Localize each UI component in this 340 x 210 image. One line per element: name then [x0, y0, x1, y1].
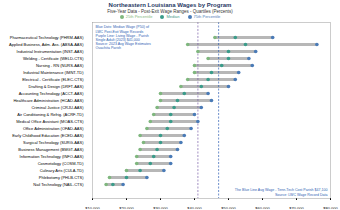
svg-text:Business Management (BMGT-AAS): Business Management (BMGT-AAS) [18, 147, 84, 152]
svg-text:The Blue Line Avg Wage - Tenn-: The Blue Line Avg Wage - Tenn-Tech Cost … [235, 188, 328, 196]
svg-text:Industrial Maintenance (IMNT-T: Industrial Maintenance (IMNT-TD) [23, 70, 84, 75]
svg-text:Pharmaceutical Technology (PHR: Pharmaceutical Technology (PHRM-AAS) [10, 35, 84, 40]
svg-text:Phlebotomy (PHLB-CTS): Phlebotomy (PHLB-CTS) [39, 175, 84, 180]
svg-text:Nail Technology (NAIL-CTS): Nail Technology (NAIL-CTS) [33, 182, 84, 187]
svg-text:Criminal Justice (CRJU-AAS): Criminal Justice (CRJU-AAS) [31, 105, 84, 110]
svg-text:Blue Dots: Median Wage (P50) o: Blue Dots: Median Wage (P50) ofLWC Post-… [96, 25, 152, 50]
svg-text:Accounting Technology (ACCT-AA: Accounting Technology (ACCT-AAS) [19, 91, 85, 96]
svg-text:Nursing - RN (NURS-AAS): Nursing - RN (NURS-AAS) [36, 63, 84, 68]
svg-text:Applied Business, Adm. Ass. (A: Applied Business, Adm. Ass. (ABSA-AAS) [9, 42, 84, 47]
html-text:Median: Median [166, 14, 180, 19]
svg-text:$70,000: $70,000 [289, 206, 304, 209]
svg-text:Office Administration (OFAD-AA: Office Administration (OFAD-AAS) [23, 126, 84, 131]
svg-text:Medical Office Assistant (MOAS: Medical Office Assistant (MOAS-CTS) [16, 119, 84, 124]
svg-text:Industrial Instrumentation (IN: Industrial Instrumentation (INST-AAS) [17, 49, 85, 54]
svg-text:Early Childhood Education (ECE: Early Childhood Education (ECED-AAS) [12, 133, 84, 138]
svg-text:$60,000: $60,000 [255, 206, 270, 209]
html-text:25th Percentile: 25th Percentile [125, 14, 153, 19]
svg-text:Drafting & Design (DRFT-AAS): Drafting & Design (DRFT-AAS) [29, 84, 85, 89]
svg-text:Information Technology (INFO-A: Information Technology (INFO-AAS) [20, 154, 85, 159]
svg-text:Electrical - Certificate (ELEC: Electrical - Certificate (ELEC-CTS) [22, 77, 84, 82]
svg-text:Welding - Certificate (WELD-CT: Welding - Certificate (WELD-CTS) [23, 56, 84, 61]
svg-text:$50,000: $50,000 [221, 206, 236, 209]
svg-text:Cosmetology (COSM-TD): Cosmetology (COSM-TD) [38, 161, 84, 166]
svg-text:Air Conditioning & Refrig. (AC: Air Conditioning & Refrig. (ACRF-TD) [17, 112, 84, 117]
html-text:75th Percentile: 75th Percentile [193, 14, 221, 19]
html-text:Five-Year Data - Post-Exit Wag: Five-Year Data - Post-Exit Wage Ranges -… [107, 9, 233, 14]
svg-text:$40,000: $40,000 [187, 206, 202, 209]
html-text:Northeastern Louisiana Wages b: Northeastern Louisiana Wages by Program [108, 2, 232, 8]
svg-text:$20,000: $20,000 [119, 206, 134, 209]
svg-text:$80,000: $80,000 [323, 206, 338, 209]
svg-text:Surgical Technology (SURG-AAS): Surgical Technology (SURG-AAS) [23, 140, 84, 145]
svg-text:$30,000: $30,000 [153, 206, 168, 209]
svg-text:Culinary Arts (CULA-TD): Culinary Arts (CULA-TD) [40, 168, 84, 173]
svg-text:$10,000: $10,000 [85, 206, 100, 209]
svg-text:Healthcare Administration (HCA: Healthcare Administration (HCAD-AAS) [13, 98, 84, 103]
